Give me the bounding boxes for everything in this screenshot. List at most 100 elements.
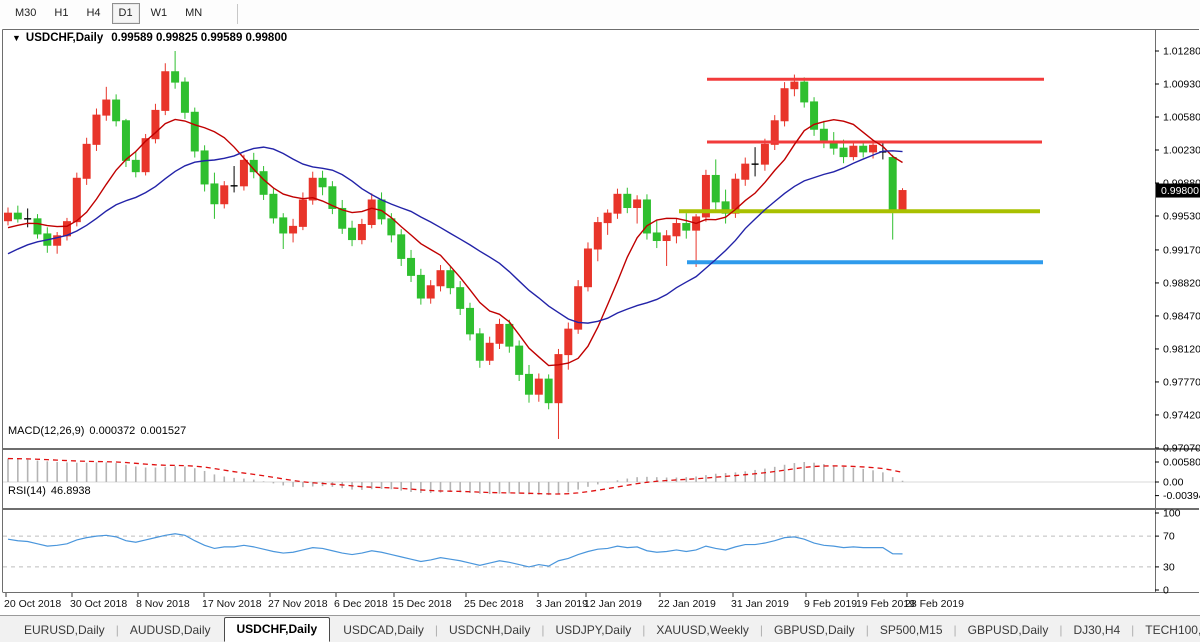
svg-text:0.97770: 0.97770 (1163, 376, 1200, 388)
timeframe-mn-button[interactable]: MN (178, 3, 209, 24)
svg-text:28 Feb 2019: 28 Feb 2019 (905, 598, 964, 610)
candle-body (141, 138, 150, 173)
candle-body (456, 287, 465, 309)
candle-body (534, 378, 543, 395)
svg-text:3 Jan 2019: 3 Jan 2019 (536, 598, 588, 610)
candle-body (4, 212, 12, 222)
rsi-value: 46.8938 (50, 485, 91, 497)
candle-body (151, 109, 160, 140)
svg-text:0.97420: 0.97420 (1163, 409, 1200, 421)
svg-text:22 Jan 2019: 22 Jan 2019 (658, 598, 716, 610)
collapse-arrow-icon[interactable]: ▼ (12, 33, 21, 43)
svg-text:0.98820: 0.98820 (1163, 277, 1200, 289)
candle-body (672, 223, 681, 237)
candle-body (180, 81, 189, 113)
timeframe-h1-button[interactable]: H1 (47, 3, 75, 24)
candle-body (13, 212, 22, 220)
candle-body (210, 183, 219, 205)
tab-xauusd-weekly[interactable]: XAUUSD,Weekly (646, 619, 758, 642)
macd-signal-value: 0.001527 (140, 425, 187, 437)
ma-fast-line (7, 118, 903, 367)
tab-usdchf-daily[interactable]: USDCHF,Daily (223, 617, 331, 642)
tab-separator: | (541, 623, 545, 637)
candle-body (495, 323, 504, 344)
candle-body (839, 147, 848, 158)
macd-main-value: 0.000372 (89, 425, 136, 437)
tab-separator: | (759, 623, 763, 637)
candle-body (328, 186, 337, 209)
svg-text:100: 100 (1163, 508, 1181, 520)
svg-text:27 Nov 2018: 27 Nov 2018 (268, 598, 328, 610)
candle-body (308, 177, 317, 201)
candle-body (515, 345, 524, 375)
svg-text:6 Dec 2018: 6 Dec 2018 (334, 598, 388, 610)
candle-body (53, 235, 62, 246)
svg-text:19 Feb 2019: 19 Feb 2019 (856, 598, 915, 610)
candle-body (426, 285, 435, 299)
tab-dj30-h4[interactable]: DJ30,H4 (1063, 619, 1130, 642)
svg-text:-0.003945: -0.003945 (1163, 490, 1200, 502)
candle-body (72, 177, 81, 223)
tab-gbpusd-daily-2[interactable]: GBPUSD,Daily (958, 619, 1059, 642)
chart-canvas[interactable]: 1.012801.009301.005801.002300.998800.995… (0, 27, 1200, 615)
candle-body (289, 225, 298, 234)
tab-separator: | (115, 623, 119, 637)
svg-text:1.00580: 1.00580 (1163, 111, 1200, 123)
timeframe-d1-button[interactable]: D1 (111, 3, 140, 24)
timeframe-m30-button[interactable]: M30 (8, 3, 43, 24)
svg-text:0.98120: 0.98120 (1163, 343, 1200, 355)
candle-body (298, 199, 307, 227)
candle-body (524, 373, 533, 395)
candle-body (387, 218, 396, 236)
candle-body (662, 235, 671, 242)
candle-body (171, 71, 180, 83)
candle-body (849, 145, 858, 158)
candle-body (436, 270, 445, 287)
chart-title: ▼ USDCHF,Daily 0.99589 0.99825 0.99589 0.9… (12, 32, 287, 44)
rsi-indicator-label: RSI(14) 46.8938 (8, 485, 96, 497)
svg-text:9 Feb 2019: 9 Feb 2019 (804, 598, 857, 610)
current-price-tag (1156, 183, 1200, 198)
candle-body (131, 159, 140, 173)
svg-text:12 Jan 2019: 12 Jan 2019 (584, 598, 642, 610)
candle-body (397, 234, 406, 259)
candle-body (574, 286, 583, 330)
timeframe-w1-button[interactable]: W1 (144, 3, 175, 24)
candle-body (711, 174, 720, 203)
svg-text:1.00930: 1.00930 (1163, 79, 1200, 91)
candle-body (642, 199, 651, 234)
candle-body (407, 257, 416, 276)
svg-text:0.99170: 0.99170 (1163, 244, 1200, 256)
tab-usdjpy-daily[interactable]: USDJPY,Daily (545, 619, 641, 642)
pane-borders (2, 29, 1199, 593)
tab-gbpusd-daily-1[interactable]: GBPUSD,Daily (764, 619, 865, 642)
candle-body (82, 143, 91, 179)
macd-pane: 0.005802 0.00-0.003945 (3, 457, 1200, 502)
tab-separator: | (865, 623, 869, 637)
candle-body (859, 145, 868, 153)
candle-body (112, 99, 121, 122)
tab-usdcnh-daily[interactable]: USDCNH,Daily (439, 619, 540, 642)
svg-text:0.99530: 0.99530 (1163, 210, 1200, 222)
candle-body (92, 114, 101, 145)
candle-body (475, 333, 484, 361)
svg-text:1.00230: 1.00230 (1163, 144, 1200, 156)
candle-body (682, 223, 691, 231)
candle-body (220, 185, 229, 205)
candle-body (357, 223, 366, 241)
candle-body (810, 101, 819, 130)
tab-audusd-daily[interactable]: AUDUSD,Daily (120, 619, 221, 642)
timeframe-h4-button[interactable]: H4 (79, 3, 107, 24)
svg-text:8 Nov 2018: 8 Nov 2018 (136, 598, 190, 610)
candle-body (623, 193, 632, 209)
tab-sp500-m15[interactable]: SP500,M15 (870, 619, 953, 642)
tab-tech100[interactable]: TECH100,I (1135, 619, 1200, 642)
svg-text:1.01280: 1.01280 (1163, 46, 1200, 58)
svg-text:30 Oct 2018: 30 Oct 2018 (70, 598, 127, 610)
svg-text:25 Dec 2018: 25 Dec 2018 (464, 598, 524, 610)
tab-usdcad-daily[interactable]: USDCAD,Daily (333, 619, 434, 642)
macd-indicator-label: MACD(12,26,9) 0.000372 0.001527 (8, 425, 191, 437)
chart-ohlc-values: 0.99589 0.99825 0.99589 0.99800 (111, 32, 288, 44)
candle-body (701, 174, 710, 218)
tab-eurusd-daily[interactable]: EURUSD,Daily (14, 619, 115, 642)
